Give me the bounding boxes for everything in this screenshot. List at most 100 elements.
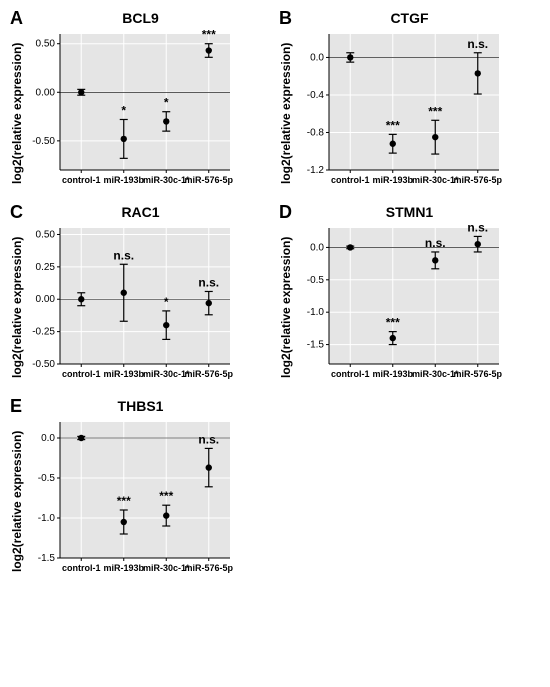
x-tick-label: control-1 bbox=[62, 369, 101, 379]
y-tick-label: -0.50 bbox=[32, 136, 55, 147]
significance-label: *** bbox=[159, 489, 173, 503]
data-point bbox=[206, 464, 212, 470]
significance-label: *** bbox=[202, 28, 216, 42]
panel-title: STMN1 bbox=[277, 204, 542, 220]
x-tick-label: miR-576-5p bbox=[453, 175, 502, 185]
x-tick-label: miR-30c-1* bbox=[412, 369, 459, 379]
panel-thbs1: ETHBS1log2(relative expression)-1.5-1.0-… bbox=[8, 396, 273, 586]
significance-label: * bbox=[121, 103, 126, 117]
chart-plot: -0.50-0.250.000.250.50control-1miR-193bm… bbox=[26, 222, 273, 392]
x-tick-label: control-1 bbox=[331, 175, 370, 185]
significance-label: * bbox=[164, 96, 169, 110]
data-point bbox=[163, 512, 169, 518]
significance-label: n.s. bbox=[467, 37, 488, 51]
y-tick-label: -1.0 bbox=[307, 307, 325, 318]
y-tick-label: -0.5 bbox=[307, 275, 325, 286]
data-point bbox=[390, 335, 396, 341]
data-point bbox=[347, 244, 353, 250]
y-axis-label: log2(relative expression) bbox=[8, 28, 26, 198]
panel-letter: A bbox=[10, 8, 23, 29]
data-point bbox=[163, 322, 169, 328]
y-tick-label: -0.8 bbox=[307, 127, 325, 138]
y-tick-label: -0.25 bbox=[32, 327, 55, 338]
panel-letter: C bbox=[10, 202, 23, 223]
x-tick-label: miR-576-5p bbox=[453, 369, 502, 379]
panel-ctgf: BCTGF log2(relative expression) -1.2 -0.8 -0… bbox=[277, 8, 542, 198]
x-tick-label: miR-30c-1* bbox=[143, 175, 190, 185]
x-tick-label: miR-576-5p bbox=[184, 563, 233, 573]
significance-label: *** bbox=[386, 316, 400, 330]
data-point bbox=[347, 54, 353, 60]
chart-plot: -1.2 -0.8 -0.4 0.0 control-1miR-193bmiR-30c-… bbox=[295, 28, 542, 198]
significance-label: *** bbox=[428, 104, 442, 118]
data-point bbox=[206, 47, 212, 53]
data-point bbox=[78, 296, 84, 302]
y-axis-label: log2(relative expression) bbox=[277, 28, 295, 198]
data-point bbox=[390, 141, 396, 147]
x-tick-label: control-1 bbox=[62, 563, 101, 573]
chart-plot: -0.50 0.00 0.50 control-1miR-193bmiR-30c-1*… bbox=[26, 28, 273, 198]
significance-label: n.s. bbox=[425, 236, 446, 250]
data-point bbox=[206, 300, 212, 306]
y-tick-label: -0.5 bbox=[38, 473, 56, 484]
x-tick-label: miR-30c-1* bbox=[143, 563, 190, 573]
y-tick-label: 0.00 bbox=[36, 87, 56, 98]
significance-label: n.s. bbox=[198, 275, 219, 289]
panel-letter: B bbox=[279, 8, 292, 29]
panel-title: CTGF bbox=[277, 10, 542, 26]
significance-label: *** bbox=[386, 118, 400, 132]
x-tick-label: miR-576-5p bbox=[184, 175, 233, 185]
y-tick-label: -1.0 bbox=[38, 513, 56, 524]
x-tick-label: miR-193b bbox=[103, 175, 144, 185]
plot-background bbox=[60, 34, 230, 170]
panel-rac1: CRAC1 log2(relative expression) -0.50 -0.25… bbox=[8, 202, 273, 392]
panel-title: THBS1 bbox=[8, 398, 273, 414]
data-point bbox=[121, 290, 127, 296]
y-tick-label: 0.0 bbox=[41, 433, 55, 444]
significance-label: *** bbox=[117, 494, 131, 508]
y-tick-label: 0.00 bbox=[36, 294, 56, 305]
y-axis-label: log2(relative expression) bbox=[8, 416, 26, 586]
y-tick-label: -0.50 bbox=[32, 359, 55, 370]
chart-plot: -1.5 -1.0 -0.5 0.0 control-1miR-193bmiR-30c-… bbox=[26, 416, 273, 586]
x-tick-label: miR-193b bbox=[103, 563, 144, 573]
panel-bcl9: ABCL9log2(relative expression)-0.500.000… bbox=[8, 8, 273, 198]
y-tick-label: -0.4 bbox=[307, 90, 325, 101]
panel-letter: D bbox=[279, 202, 292, 223]
y-axis-label: log2(relative expression) bbox=[277, 222, 295, 392]
data-point bbox=[475, 70, 481, 76]
x-tick-label: control-1 bbox=[331, 369, 370, 379]
data-point bbox=[78, 89, 84, 95]
y-tick-label: 0.50 bbox=[36, 39, 56, 50]
significance-label: n.s. bbox=[467, 222, 488, 234]
panel-letter: E bbox=[10, 396, 22, 417]
panel-stmn1: DSTMN1log2(relative expression)-1.5-1.0-… bbox=[277, 202, 542, 392]
x-tick-label: miR-30c-1* bbox=[412, 175, 459, 185]
x-tick-label: miR-193b bbox=[372, 369, 413, 379]
plot-background bbox=[329, 34, 499, 170]
data-point bbox=[432, 257, 438, 263]
plot-background bbox=[329, 228, 499, 364]
x-tick-label: miR-576-5p bbox=[184, 369, 233, 379]
y-tick-label: -1.5 bbox=[38, 553, 56, 564]
y-tick-label: 0.25 bbox=[36, 262, 56, 273]
x-tick-label: miR-193b bbox=[103, 369, 144, 379]
y-tick-label: -1.5 bbox=[307, 340, 325, 351]
data-point bbox=[121, 519, 127, 525]
significance-label: * bbox=[164, 295, 169, 309]
x-tick-label: miR-193b bbox=[372, 175, 413, 185]
y-axis-label: log2(relative expression) bbox=[8, 222, 26, 392]
significance-label: n.s. bbox=[113, 248, 134, 262]
x-tick-label: miR-30c-1* bbox=[143, 369, 190, 379]
y-tick-label: 0.50 bbox=[36, 229, 56, 240]
panel-title: RAC1 bbox=[8, 204, 273, 220]
data-point bbox=[475, 241, 481, 247]
y-tick-label: -1.2 bbox=[307, 165, 325, 176]
y-tick-label: 0.0 bbox=[310, 242, 324, 253]
data-point bbox=[121, 136, 127, 142]
y-tick-label: 0.0 bbox=[310, 52, 324, 63]
chart-plot: -1.5 -1.0 -0.5 0.0 control-1miR-193bmiR-30c-… bbox=[295, 222, 542, 392]
data-point bbox=[78, 435, 84, 441]
plot-background bbox=[60, 228, 230, 364]
x-tick-label: control-1 bbox=[62, 175, 101, 185]
